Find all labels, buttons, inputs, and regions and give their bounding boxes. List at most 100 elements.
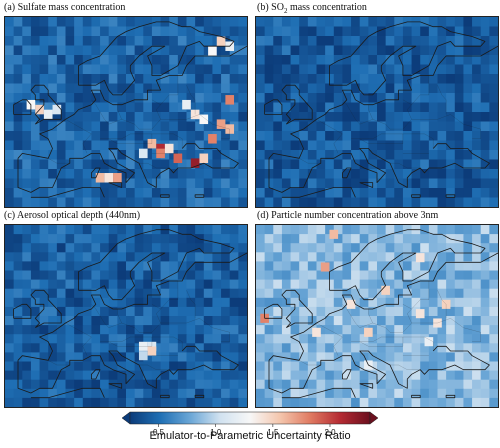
heatmap-cell	[437, 188, 447, 199]
heatmap-cell	[238, 121, 247, 132]
heatmap-cell	[91, 261, 101, 272]
heatmap-cell	[325, 169, 335, 180]
heatmap-cell	[22, 36, 32, 47]
heatmap-cell	[151, 325, 162, 335]
heatmap-cell	[316, 178, 326, 189]
heatmap-cell	[65, 361, 75, 372]
colorbar-min-arrow	[121, 411, 131, 425]
heatmap-cell	[333, 279, 344, 290]
heatmap-cell	[402, 261, 413, 272]
heatmap-cell	[186, 45, 196, 56]
heatmap-cell	[420, 270, 430, 281]
heatmap-cell	[212, 343, 222, 353]
heatmap-cell	[108, 225, 118, 235]
heatmap-cell	[212, 352, 222, 363]
heatmap-cell	[377, 45, 387, 56]
heatmap-cell	[411, 197, 421, 207]
heatmap-cell	[316, 131, 326, 142]
heatmap-cell	[256, 74, 266, 85]
heatmap-cell	[65, 74, 75, 85]
heatmap-cell	[22, 188, 32, 199]
heatmap-cell	[56, 379, 67, 390]
heatmap-cell	[160, 159, 170, 170]
heatmap-cell	[160, 379, 170, 390]
heatmap-cell	[160, 343, 170, 353]
country-border	[342, 304, 373, 328]
heatmap-cell	[134, 112, 144, 123]
heatmap-cell	[195, 131, 205, 142]
heatmap-cell	[13, 102, 23, 113]
heatmap-cell	[420, 306, 430, 317]
heatmap-cell	[82, 225, 93, 235]
heatmap-cell	[428, 361, 439, 372]
heatmap-cell	[203, 74, 214, 85]
heatmap-cell	[39, 243, 49, 253]
heatmap-cell	[402, 370, 413, 381]
heatmap-cell	[221, 159, 231, 170]
heatmap-cell	[30, 26, 41, 37]
heatmap-cell	[65, 325, 75, 335]
heatmap-cell	[39, 334, 49, 344]
heatmap-cell	[91, 225, 101, 235]
heatmap-cell	[126, 261, 136, 272]
heatmap-cell	[273, 270, 283, 281]
heatmap-cell	[264, 306, 274, 317]
heatmap-cell	[195, 279, 205, 290]
heatmap-cell	[333, 270, 344, 281]
heatmap-cell	[290, 26, 300, 37]
heatmap-cell	[394, 370, 404, 381]
heatmap-cell	[325, 243, 335, 253]
heatmap-cell	[48, 270, 58, 281]
heatmap-cell	[394, 45, 404, 56]
heatmap-cell	[463, 225, 473, 235]
heatmap-cell	[56, 121, 67, 132]
heatmap-cell	[463, 140, 473, 151]
heatmap-cell	[13, 17, 23, 28]
heatmap-cell	[160, 270, 170, 281]
heatmap-cell	[411, 279, 421, 290]
heatmap-cell	[48, 279, 58, 290]
heatmap-cell	[342, 316, 352, 326]
country-border	[65, 119, 92, 154]
heatmap-cell	[126, 131, 136, 142]
highlight-cell	[138, 351, 148, 361]
heatmap-cell	[238, 197, 247, 207]
heatmap-cell	[177, 178, 188, 189]
heatmap-cell	[203, 178, 214, 189]
heatmap-cell	[151, 279, 162, 290]
heatmap-cell	[65, 306, 75, 317]
heatmap-cell	[48, 225, 58, 235]
heatmap-cell	[229, 197, 239, 207]
heatmap-cell	[82, 370, 93, 381]
heatmap-cell	[377, 93, 387, 104]
heatmap-cell	[48, 150, 58, 161]
heatmap-cell	[13, 343, 23, 353]
heatmap-cell	[333, 140, 344, 151]
heatmap-cell	[229, 306, 239, 317]
heatmap-cell	[489, 17, 498, 28]
heatmap-cell	[368, 26, 378, 37]
heatmap-cell	[56, 361, 67, 372]
heatmap-cell	[212, 83, 222, 94]
heatmap-cell	[411, 131, 421, 142]
heatmap-cell	[22, 343, 32, 353]
heatmap-cell	[91, 17, 101, 28]
heatmap-cell	[221, 316, 231, 326]
heatmap-cell	[91, 316, 101, 326]
heatmap-cell	[177, 17, 188, 28]
panel-b-title-sub: 2	[283, 7, 288, 15]
country-border	[48, 360, 70, 366]
heatmap-cell	[256, 83, 266, 94]
heatmap-cell	[342, 26, 352, 37]
heatmap-cell	[221, 150, 231, 161]
heatmap-cell	[30, 74, 41, 85]
heatmap-cell	[195, 55, 205, 66]
heatmap-cell	[126, 17, 136, 28]
heatmap-cell	[394, 26, 404, 37]
heatmap-cell	[333, 83, 344, 94]
heatmap-cell	[169, 197, 179, 207]
heatmap-cell	[454, 361, 465, 372]
heatmap-cell	[437, 288, 447, 299]
heatmap-cell	[273, 352, 283, 363]
heatmap-cell	[229, 102, 239, 113]
